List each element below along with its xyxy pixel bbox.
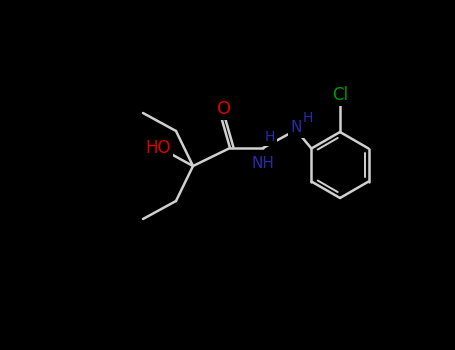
Text: N: N: [290, 120, 302, 135]
Text: H: H: [303, 111, 313, 125]
Text: NH: NH: [252, 156, 274, 172]
Text: O: O: [217, 100, 231, 118]
Text: Cl: Cl: [332, 86, 348, 104]
Text: HO: HO: [145, 139, 171, 157]
Text: H: H: [265, 130, 275, 144]
